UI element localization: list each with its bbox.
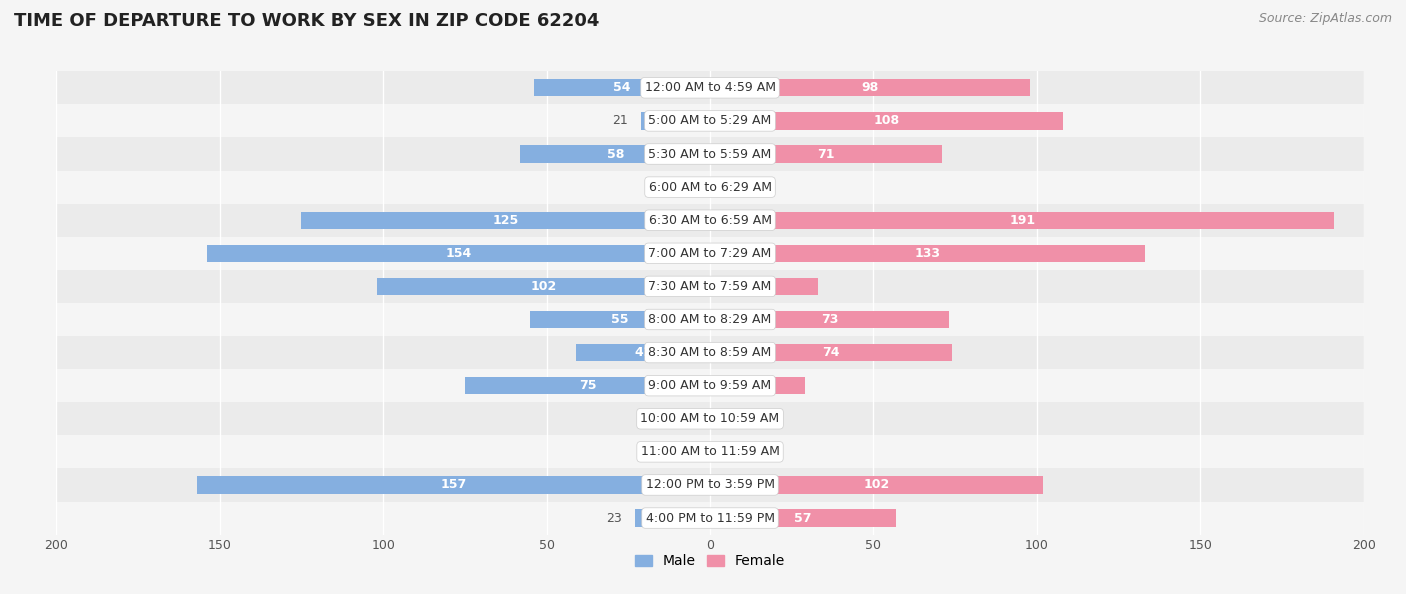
Text: 5:00 AM to 5:29 AM: 5:00 AM to 5:29 AM [648,115,772,128]
Text: 21: 21 [613,115,628,128]
Text: 73: 73 [821,313,838,326]
Bar [710,112,1063,129]
Text: 41: 41 [634,346,652,359]
Bar [710,476,1043,494]
Bar [207,245,710,262]
Bar [56,469,1364,501]
Text: 58: 58 [606,147,624,160]
Text: 0: 0 [723,446,731,459]
Bar [56,71,1364,105]
Bar [56,237,1364,270]
Text: 6:00 AM to 6:29 AM: 6:00 AM to 6:29 AM [648,181,772,194]
Text: Source: ZipAtlas.com: Source: ZipAtlas.com [1258,12,1392,25]
Text: 74: 74 [823,346,839,359]
Bar [641,112,710,129]
Text: 0: 0 [689,446,697,459]
Bar [710,410,711,427]
Text: 9:00 AM to 9:59 AM: 9:00 AM to 9:59 AM [648,379,772,392]
Bar [710,278,818,295]
Bar [197,476,710,494]
Bar [56,105,1364,137]
Bar [710,311,949,328]
Text: 0: 0 [689,412,697,425]
Text: 75: 75 [579,379,596,392]
Text: 9: 9 [752,181,761,194]
Bar [710,510,897,527]
Bar [465,377,710,394]
Bar [709,443,710,460]
Text: 29: 29 [749,379,766,392]
Text: 7:00 AM to 7:29 AM: 7:00 AM to 7:29 AM [648,247,772,260]
Bar [710,179,740,195]
Bar [56,369,1364,402]
Text: 23: 23 [606,511,621,525]
Bar [56,270,1364,303]
Bar [683,179,710,195]
Text: 157: 157 [440,478,467,491]
Text: 4:00 PM to 11:59 PM: 4:00 PM to 11:59 PM [645,511,775,525]
Bar [56,402,1364,435]
Text: 10:00 AM to 10:59 AM: 10:00 AM to 10:59 AM [641,412,779,425]
Bar [710,245,1144,262]
Text: 6:30 AM to 6:59 AM: 6:30 AM to 6:59 AM [648,214,772,227]
Text: 125: 125 [492,214,519,227]
Text: TIME OF DEPARTURE TO WORK BY SEX IN ZIP CODE 62204: TIME OF DEPARTURE TO WORK BY SEX IN ZIP … [14,12,599,30]
Bar [56,170,1364,204]
Text: 71: 71 [817,147,835,160]
Text: 55: 55 [612,313,628,326]
Bar [377,278,710,295]
Text: 8: 8 [662,181,671,194]
Bar [301,211,710,229]
Bar [576,344,710,361]
Text: 8:30 AM to 8:59 AM: 8:30 AM to 8:59 AM [648,346,772,359]
Legend: Male, Female: Male, Female [630,549,790,574]
Bar [56,435,1364,469]
Text: 154: 154 [446,247,471,260]
Bar [533,79,710,96]
Bar [520,146,710,163]
Text: 5:30 AM to 5:59 AM: 5:30 AM to 5:59 AM [648,147,772,160]
Text: 98: 98 [862,81,879,94]
Text: 54: 54 [613,81,630,94]
Text: 102: 102 [530,280,557,293]
Text: 12:00 PM to 3:59 PM: 12:00 PM to 3:59 PM [645,478,775,491]
Text: 191: 191 [1010,214,1035,227]
Text: 57: 57 [794,511,811,525]
Bar [56,303,1364,336]
Bar [709,410,710,427]
Bar [56,137,1364,170]
Bar [530,311,710,328]
Bar [636,510,710,527]
Text: 102: 102 [863,478,890,491]
Bar [710,377,804,394]
Text: 7:30 AM to 7:59 AM: 7:30 AM to 7:59 AM [648,280,772,293]
Text: 0: 0 [723,412,731,425]
Text: 33: 33 [755,280,772,293]
Text: 133: 133 [914,247,941,260]
Text: 8:00 AM to 8:29 AM: 8:00 AM to 8:29 AM [648,313,772,326]
Bar [710,146,942,163]
Text: 12:00 AM to 4:59 AM: 12:00 AM to 4:59 AM [644,81,776,94]
Bar [710,344,952,361]
Text: 11:00 AM to 11:59 AM: 11:00 AM to 11:59 AM [641,446,779,459]
Bar [710,79,1031,96]
Bar [56,501,1364,535]
Bar [710,443,711,460]
Bar [56,204,1364,237]
Bar [710,211,1334,229]
Bar [56,336,1364,369]
Text: 108: 108 [873,115,900,128]
